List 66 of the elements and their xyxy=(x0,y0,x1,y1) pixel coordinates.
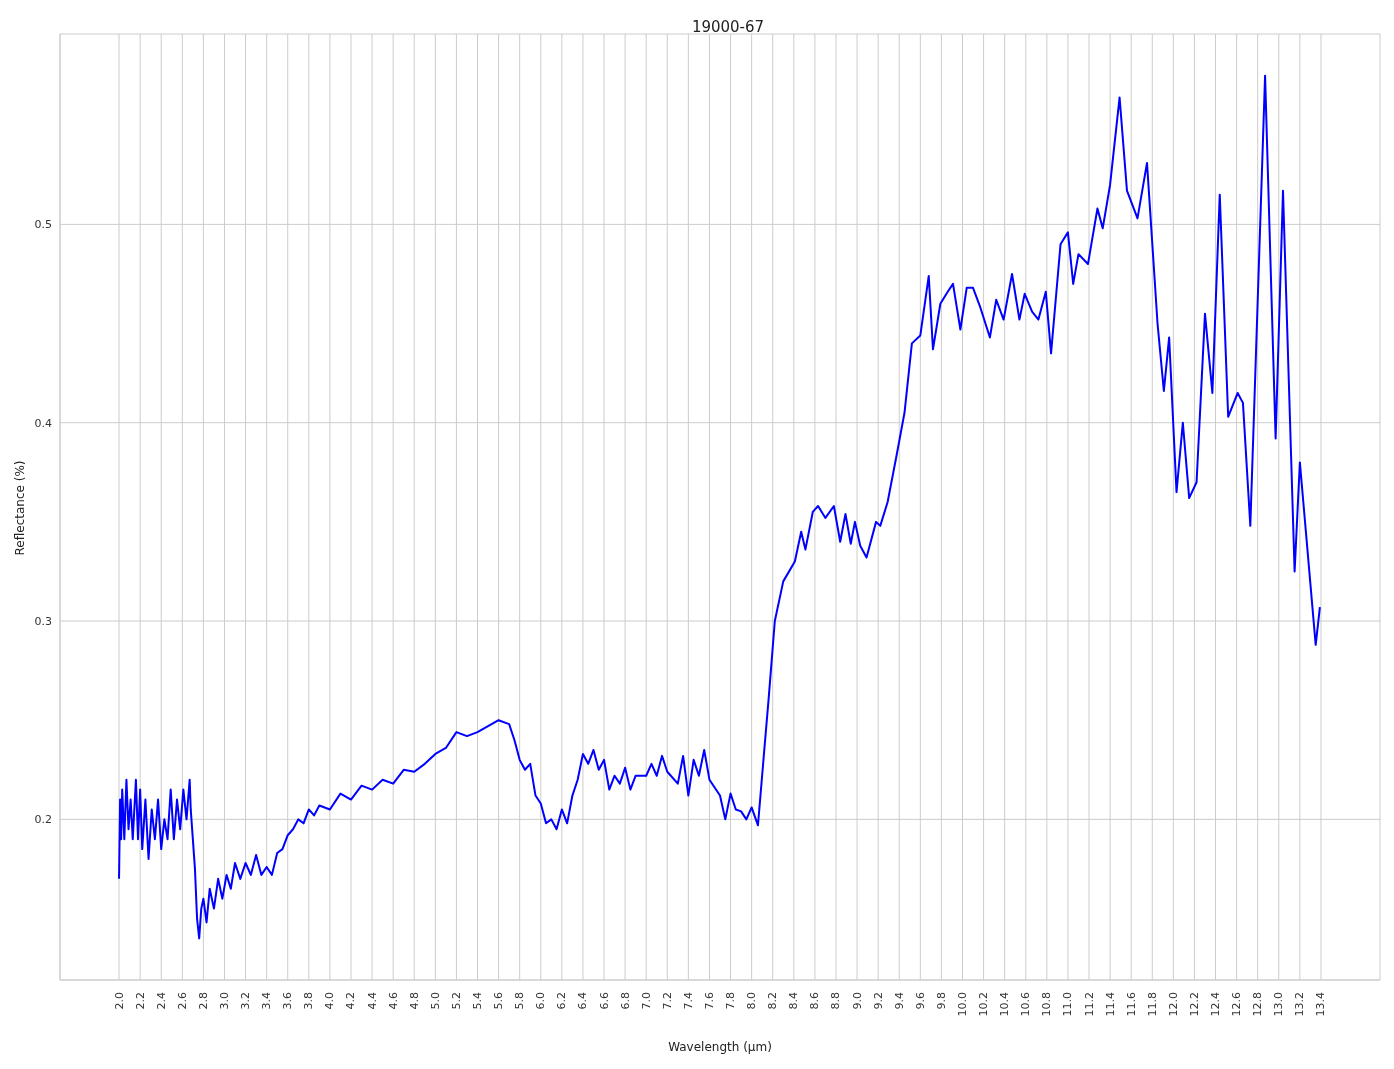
x-tick-label: 2.6 xyxy=(175,992,189,1010)
x-tick-label: 9.2 xyxy=(871,992,885,1010)
x-tick-label: 4.6 xyxy=(386,992,400,1010)
y-axis-title: Reflectance (%) xyxy=(13,460,28,556)
x-tick-label: 3.0 xyxy=(217,992,231,1010)
x-tick-label: 4.2 xyxy=(344,992,358,1010)
x-tick-label: 9.6 xyxy=(913,992,927,1010)
x-tick-label: 5.2 xyxy=(449,992,463,1010)
x-tick-label: 13.2 xyxy=(1293,992,1307,1017)
y-tick-label: 0.2 xyxy=(34,813,52,827)
x-tick-label: 7.0 xyxy=(639,992,653,1010)
x-tick-label: 4.4 xyxy=(365,992,379,1010)
x-tick-label: 2.2 xyxy=(133,992,147,1010)
chart-title: 19000-67 xyxy=(690,18,766,36)
x-tick-label: 9.0 xyxy=(850,992,864,1010)
x-tick-label: 5.6 xyxy=(492,992,506,1010)
x-tick-label: 2.8 xyxy=(196,992,210,1010)
x-tick-label: 7.6 xyxy=(702,992,716,1010)
x-tick-label: 3.4 xyxy=(260,992,274,1010)
x-tick-label: 6.0 xyxy=(534,992,548,1010)
x-tick-label: 11.4 xyxy=(1103,992,1117,1017)
x-tick-label: 8.0 xyxy=(745,992,759,1010)
x-tick-label: 10.4 xyxy=(998,992,1012,1017)
x-tick-label: 12.0 xyxy=(1166,992,1180,1017)
x-tick-label: 9.4 xyxy=(892,992,906,1010)
x-tick-label: 2.4 xyxy=(154,992,168,1010)
x-axis-title: Wavelength (μm) xyxy=(667,1040,773,1054)
x-tick-label: 9.8 xyxy=(934,992,948,1010)
x-tick-label: 6.4 xyxy=(576,992,590,1010)
x-tick-label: 10.2 xyxy=(977,992,991,1017)
x-tick-label: 12.4 xyxy=(1209,992,1223,1017)
x-tick-label: 5.8 xyxy=(513,992,527,1010)
x-tick-label: 8.6 xyxy=(808,992,822,1010)
line-series xyxy=(118,74,1321,940)
x-tick-label: 3.2 xyxy=(239,992,253,1010)
x-tick-label: 5.0 xyxy=(428,992,442,1010)
x-tick-label: 4.8 xyxy=(407,992,421,1010)
x-tick-label: 8.4 xyxy=(787,992,801,1010)
x-tick-label: 6.2 xyxy=(555,992,569,1010)
x-tick-label: 4.0 xyxy=(323,992,337,1010)
x-tick-label: 8.2 xyxy=(766,992,780,1010)
x-tick-label: 2.0 xyxy=(112,992,126,1010)
y-tick-label: 0.4 xyxy=(34,416,52,430)
x-tick-label: 11.8 xyxy=(1145,992,1159,1017)
x-tick-label: 11.2 xyxy=(1082,992,1096,1017)
x-tick-label: 3.6 xyxy=(281,992,295,1010)
x-tick-label: 10.8 xyxy=(1040,992,1054,1017)
x-tick-label: 7.2 xyxy=(660,992,674,1010)
x-tick-label: 13.0 xyxy=(1272,992,1286,1017)
x-tick-label: 11.6 xyxy=(1124,992,1138,1017)
x-tick-label: 6.6 xyxy=(597,992,611,1010)
y-tick-label: 0.3 xyxy=(34,614,52,628)
x-tick-label: 6.8 xyxy=(618,992,632,1010)
x-tick-label: 7.4 xyxy=(681,992,695,1010)
x-tick-label: 8.8 xyxy=(829,992,843,1010)
x-tick-label: 12.2 xyxy=(1187,992,1201,1017)
x-tick-label: 13.4 xyxy=(1314,992,1328,1017)
x-tick-label: 12.6 xyxy=(1230,992,1244,1017)
x-tick-label: 10.0 xyxy=(955,992,969,1017)
x-tick-label: 11.0 xyxy=(1061,992,1075,1017)
x-tick-label: 10.6 xyxy=(1019,992,1033,1017)
x-tick-label: 5.4 xyxy=(471,992,485,1010)
x-tick-label: 12.8 xyxy=(1251,992,1265,1017)
x-tick-label: 7.8 xyxy=(724,992,738,1010)
x-tick-label: 3.8 xyxy=(302,992,316,1010)
y-tick-label: 0.5 xyxy=(34,218,52,232)
